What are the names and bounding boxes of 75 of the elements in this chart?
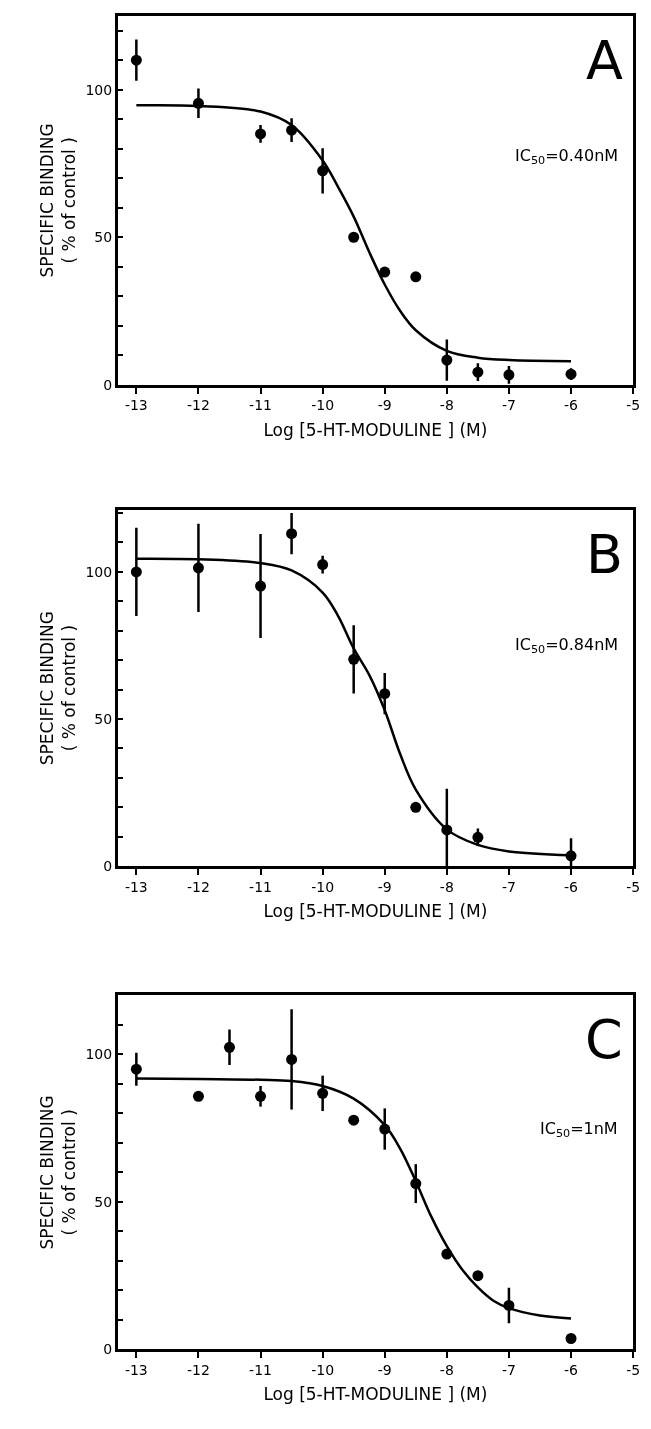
point <box>286 528 298 540</box>
x-tick-label: -9 <box>377 397 392 414</box>
y-axis-title: SPECIFIC BINDING ( % of control ) <box>36 1095 79 1250</box>
x-tick-label: -9 <box>377 878 392 895</box>
y-tick-label: 100 <box>85 1046 113 1063</box>
x-tick-label: -12 <box>187 1361 210 1378</box>
annotation: IC$_{50}$=0.40nM <box>515 146 619 168</box>
point <box>130 54 142 66</box>
x-tick-label: -5 <box>626 878 641 895</box>
point <box>472 831 484 843</box>
x-tick-label: -13 <box>124 1361 148 1378</box>
x-tick-label: -10 <box>311 397 335 414</box>
x-tick-label: -10 <box>311 1361 335 1378</box>
point <box>348 1114 360 1126</box>
point <box>410 271 422 283</box>
y-tick-label: 50 <box>94 1193 113 1210</box>
point <box>255 580 267 592</box>
point <box>348 653 360 665</box>
x-tick-label: -6 <box>564 878 579 895</box>
point <box>317 165 329 177</box>
y-tick-label: 0 <box>103 858 113 875</box>
point <box>565 1332 577 1344</box>
x-tick-label: -8 <box>439 1361 454 1378</box>
x-tick-label: -11 <box>249 1361 272 1378</box>
y-tick-label: 50 <box>94 710 113 727</box>
y-axis-title: SPECIFIC BINDING ( % of control ) <box>36 123 79 278</box>
x-tick-label: -5 <box>626 1361 641 1378</box>
point <box>224 1041 235 1053</box>
point <box>192 1090 204 1102</box>
x-axis-title: Log [5-HT-MODULINE ] (M) <box>263 419 488 440</box>
x-axis-title: Log [5-HT-MODULINE ] (M) <box>263 1384 488 1405</box>
x-tick-label: -8 <box>439 397 454 414</box>
point <box>379 688 391 700</box>
point <box>472 1270 484 1282</box>
x-tick-label: -8 <box>439 878 454 895</box>
chart-title: A <box>586 29 623 92</box>
x-tick-label: -9 <box>377 1361 392 1378</box>
point <box>130 566 142 578</box>
x-tick-label: -13 <box>124 878 148 895</box>
y-tick-label: 0 <box>103 376 113 393</box>
point <box>255 128 267 140</box>
y-axis-title: SPECIFIC BINDING ( % of control ) <box>36 611 79 766</box>
x-axis-title: Log [5-HT-MODULINE ] (M) <box>263 901 488 922</box>
point <box>317 1087 329 1099</box>
point <box>472 366 484 378</box>
x-tick-label: -13 <box>124 397 148 414</box>
x-tick-label: -6 <box>564 1361 579 1378</box>
chart-title: B <box>586 523 624 586</box>
x-tick-label: -12 <box>187 878 210 895</box>
x-tick-label: -12 <box>187 397 210 414</box>
point <box>503 369 515 381</box>
point <box>255 1090 267 1102</box>
point <box>317 559 329 571</box>
point <box>379 266 391 278</box>
x-tick-label: -7 <box>501 1361 516 1378</box>
y-tick-label: 100 <box>85 81 113 98</box>
point <box>441 354 453 366</box>
annotation: IC$_{50}$=1nM <box>540 1119 618 1141</box>
point <box>348 231 360 243</box>
x-tick-label: -10 <box>311 878 335 895</box>
x-tick-label: -6 <box>564 397 579 414</box>
y-tick-label: 0 <box>103 1341 113 1358</box>
x-tick-label: -11 <box>249 397 272 414</box>
point <box>410 801 422 813</box>
x-tick-label: -11 <box>249 878 272 895</box>
y-tick-label: 100 <box>85 563 113 580</box>
annotation: IC$_{50}$=0.84nM <box>515 635 619 657</box>
x-tick-label: -5 <box>626 397 641 414</box>
point <box>130 1063 142 1075</box>
point <box>192 562 204 574</box>
y-tick-label: 50 <box>94 229 113 246</box>
x-tick-label: -7 <box>501 878 516 895</box>
chart-title: C <box>585 1008 623 1071</box>
x-tick-label: -7 <box>501 397 516 414</box>
point <box>286 1053 298 1065</box>
